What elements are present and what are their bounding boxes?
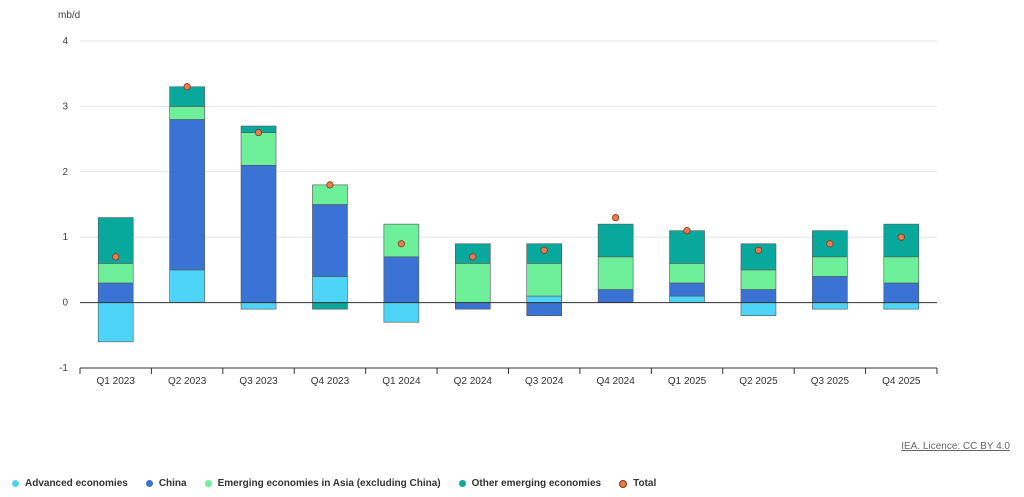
legend-swatch [619,479,628,488]
bar-segment[interactable] [454,302,491,310]
x-tick-label: Q3 2023 [239,376,278,387]
y-tick-label: 4 [62,36,68,47]
bar-segment[interactable] [383,256,420,303]
bar-segment[interactable] [669,282,705,297]
legend-label: China [158,478,187,489]
bar-segment[interactable] [97,302,134,343]
x-tick-label: Q1 2023 [97,376,136,387]
bar-segment[interactable] [312,302,348,310]
total-marker[interactable] [397,240,405,248]
bar-segment[interactable] [526,302,563,316]
license-credit-link[interactable]: IEA. Licence: CC BY 4.0 [901,441,1010,452]
bar-segment[interactable] [669,295,705,303]
total-marker[interactable] [112,253,120,261]
total-marker[interactable] [183,83,191,91]
legend-item[interactable]: Other emerging economies [458,478,602,489]
y-axis-unit: mb/d [58,10,80,21]
x-tick-label: Q4 2024 [596,376,635,387]
legend-label: Advanced economies [25,478,128,489]
total-marker[interactable] [897,233,905,241]
total-marker[interactable] [612,213,620,222]
y-tick-label: 2 [62,167,68,178]
legend-item[interactable]: Emerging economies in Asia (excluding Ch… [204,478,441,489]
bar-segment[interactable] [883,302,920,310]
legend-swatch [12,480,19,487]
bar-segment[interactable] [383,302,420,323]
total-marker[interactable] [683,227,691,235]
bar-segment[interactable] [597,289,634,303]
bar-segment[interactable] [740,269,777,290]
bar-segment[interactable] [597,256,634,290]
bar-segment[interactable] [169,269,205,303]
x-tick-label: Q4 2025 [882,376,921,387]
y-tick-label: 0 [62,298,68,309]
x-tick-label: Q4 2023 [311,376,350,387]
bar-segment[interactable] [97,282,134,303]
legend-label: Other emerging economies [471,478,602,489]
bar-segment[interactable] [526,295,563,303]
legend-label: Emerging economies in Asia (excluding Ch… [217,478,441,489]
total-marker[interactable] [826,240,834,248]
grid-layer [80,40,937,369]
x-tick-label: Q2 2023 [168,376,207,387]
bar-segment[interactable] [740,289,777,303]
bar-segment[interactable] [240,302,277,310]
bar-segment[interactable] [883,256,920,284]
bar-segment[interactable] [312,276,348,303]
bar-segment[interactable] [669,230,705,264]
x-tick-label: Q1 2025 [668,376,707,387]
bar-segment[interactable] [812,276,848,303]
bar-segment[interactable] [812,302,848,310]
total-marker[interactable] [754,246,763,254]
y-tick-label: -1 [59,363,68,374]
legend-swatch [145,480,153,487]
bar-segment[interactable] [169,119,205,271]
legend-item[interactable]: China [145,478,187,489]
bar-segment[interactable] [669,263,705,284]
bar-segment[interactable] [526,263,563,297]
x-tick-label: Q2 2025 [739,376,778,387]
legend: Advanced economies China Emerging economie… [12,478,656,489]
bar-segment[interactable] [740,302,777,316]
legend-swatch [204,480,212,487]
bar-segment[interactable] [312,204,348,277]
bar-segment[interactable] [883,282,920,303]
total-marker[interactable] [469,253,477,261]
x-tick-label: Q2 2024 [454,376,493,387]
total-marker[interactable] [540,246,548,254]
y-tick-label: 3 [62,101,68,112]
bar-segment[interactable] [812,256,848,277]
bar-segment[interactable] [240,164,277,303]
total-marker[interactable] [326,181,334,189]
bars-layer [97,86,920,343]
bar-segment[interactable] [454,263,491,303]
axis-layer: 4 3 2 1 0 -1 Q1 2023 Q2 2023 Q3 2023 Q4 2023 Q1 20… [59,36,938,387]
bar-segment[interactable] [240,132,277,166]
legend-item[interactable]: Advanced economies [12,478,128,489]
total-marker[interactable] [254,128,263,137]
x-tick-label: Q3 2024 [525,376,564,387]
totals-layer [112,83,905,261]
y-tick-label: 1 [62,232,68,243]
x-tick-label: Q3 2025 [811,376,850,387]
bar-segment[interactable] [169,106,205,120]
legend-item[interactable]: Total [619,478,656,489]
legend-label: Total [633,478,657,489]
x-tick-label: Q1 2024 [382,376,421,387]
chart: 4 3 2 1 0 -1 Q1 2023 Q2 2023 Q3 2023 Q4 2023 Q1 20… [58,10,938,387]
legend-swatch [458,480,466,487]
bar-segment[interactable] [597,223,634,258]
bar-segment[interactable] [97,263,134,284]
